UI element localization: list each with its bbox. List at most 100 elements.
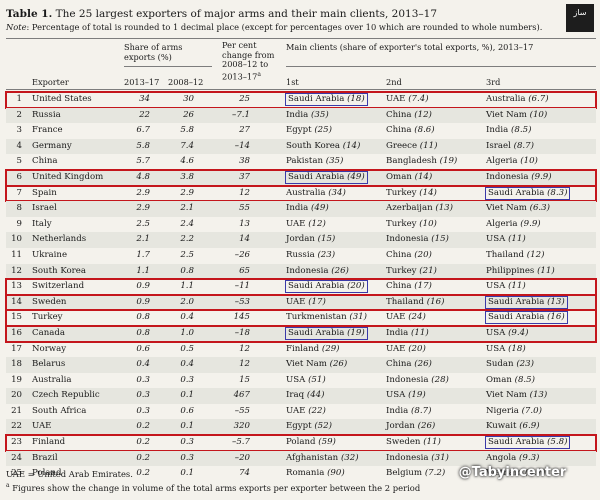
exporter-cell: South Korea bbox=[32, 265, 86, 276]
logo-text: ساز bbox=[573, 8, 587, 17]
client-name: USA bbox=[486, 327, 509, 338]
client-name: Algeria bbox=[486, 156, 521, 167]
client-1st-cell: UAE (12) bbox=[286, 217, 326, 233]
share-2013-17-cell: 2.9 bbox=[136, 187, 150, 198]
share-2008-12-cell: 2.2 bbox=[180, 234, 194, 245]
client-share: (26) bbox=[331, 265, 349, 276]
client-share: (8.7) bbox=[513, 140, 534, 151]
client-name: China bbox=[386, 125, 415, 136]
client-share: (31) bbox=[431, 452, 449, 463]
client-share: (52) bbox=[314, 421, 332, 432]
rank-cell: 22 bbox=[11, 421, 22, 432]
client-share: (14) bbox=[414, 171, 433, 182]
change-cell: –5.7 bbox=[232, 437, 250, 448]
client-share: (20) bbox=[347, 281, 365, 292]
client-share: (7.2) bbox=[424, 468, 446, 479]
client-share: (25) bbox=[314, 125, 332, 136]
client-share: (5.8) bbox=[547, 437, 568, 448]
exporter-cell: Israel bbox=[32, 203, 57, 214]
rank-cell: 7 bbox=[16, 187, 22, 198]
footnote-abbrev: UAE = United Arab Emirates. bbox=[6, 469, 133, 479]
share-2013-17-cell: 0.2 bbox=[136, 421, 150, 432]
exporter-cell: Czech Republic bbox=[32, 390, 100, 401]
rank-cell: 21 bbox=[11, 405, 22, 416]
rank-cell: 8 bbox=[16, 203, 22, 214]
rank-cell: 19 bbox=[11, 374, 22, 385]
client-1st-cell: Saudi Arabia (49) bbox=[285, 170, 368, 184]
client-3rd-cell: Angola (9.3) bbox=[486, 451, 539, 467]
rank-cell: 9 bbox=[16, 218, 22, 229]
share-2013-17-cell: 34 bbox=[139, 94, 150, 104]
change-header: Per cent change from 2008–12 to 2013–17a bbox=[222, 40, 288, 82]
client-name: Belgium bbox=[386, 468, 425, 479]
change-cell: 320 bbox=[233, 421, 250, 432]
exporter-cell: Italy bbox=[32, 218, 52, 229]
client-name: UAE bbox=[286, 218, 309, 229]
client-name: China bbox=[386, 249, 415, 260]
client-3rd-cell: USA (9.4) bbox=[486, 326, 528, 342]
client-share: (21) bbox=[419, 265, 437, 276]
client-name: UAE bbox=[386, 312, 409, 323]
change-cell: 145 bbox=[233, 312, 250, 323]
table-row: 23 Finland 0.2 0.3 –5.7 Poland (59) Sweden (11… bbox=[5, 434, 597, 452]
table-title-text: The 25 largest exporters of major arms a… bbox=[55, 8, 438, 20]
client-share: (24) bbox=[408, 312, 426, 323]
client-name: Finland bbox=[286, 343, 322, 354]
table-row: 22 UAE 0.2 0.1 320 Egypt (52) Jordan (26) Kuwai… bbox=[6, 419, 596, 436]
client-name: South Korea bbox=[286, 140, 343, 151]
client-share: (15) bbox=[317, 234, 336, 245]
rank-cell: 13 bbox=[11, 281, 22, 292]
client-share: (10) bbox=[529, 109, 548, 120]
client-1st-cell: India (35) bbox=[286, 108, 329, 124]
client-2nd-cell: Belgium (7.2) bbox=[386, 466, 445, 482]
client-share: (26) bbox=[417, 421, 436, 432]
change-cell: –18 bbox=[234, 327, 250, 338]
share-2008-12-cell: 0.5 bbox=[180, 343, 194, 354]
client-share: (18) bbox=[347, 94, 365, 104]
client-1st-cell: Turkmenistan (31) bbox=[286, 310, 367, 326]
exporter-cell: Germany bbox=[32, 140, 72, 151]
client-share: (59) bbox=[318, 437, 336, 448]
client-share: (8.6) bbox=[414, 125, 435, 136]
client-1st-cell: Romania (90) bbox=[286, 466, 345, 482]
client-share: (6.7) bbox=[528, 94, 549, 104]
watermark: @Tabyincenter bbox=[458, 465, 567, 480]
client-share: (0.7) bbox=[524, 468, 546, 479]
client-share: (23) bbox=[516, 359, 534, 370]
client-name: India bbox=[286, 203, 312, 214]
share-2013-17-cell: 22 bbox=[139, 109, 150, 120]
client-name: Saudi Arabia bbox=[288, 281, 348, 292]
rank-cell: 11 bbox=[11, 249, 22, 260]
client-name: China bbox=[386, 109, 415, 120]
client-name: Saudi Arabia bbox=[288, 171, 348, 182]
rank-cell: 20 bbox=[11, 390, 22, 401]
client-share: (19) bbox=[408, 390, 426, 401]
share-2008-12-cell: 2.5 bbox=[180, 249, 194, 260]
rank-cell: 3 bbox=[16, 125, 22, 136]
share-2008-12-cell: 1.0 bbox=[180, 327, 194, 338]
client-name: Egypt bbox=[286, 125, 315, 136]
rank-cell: 25 bbox=[11, 468, 22, 479]
client-3rd-cell: Saudi Arabia (13) bbox=[485, 295, 568, 309]
client-3rd-cell: Australia (6.7) bbox=[486, 92, 549, 108]
client-1st-cell: Viet Nam (26) bbox=[286, 357, 347, 373]
table-row: 8 Israel 2.9 2.1 55 India (49) Azerbaijan (13)… bbox=[6, 201, 596, 217]
client-3rd-cell: Saudi Arabia (16) bbox=[485, 311, 568, 325]
share-2013-17-cell: 0.2 bbox=[136, 437, 150, 448]
change-cell: 37 bbox=[239, 171, 250, 182]
client-1st-cell: Russia (23) bbox=[286, 248, 335, 264]
table-row: 4 Germany 5.8 7.4 –14 South Korea (14) Greece … bbox=[6, 138, 596, 155]
share-year-1: 2013–17 bbox=[124, 77, 160, 87]
client-name: India bbox=[386, 405, 412, 416]
client-3rd-cell: Sudan (23) bbox=[486, 357, 534, 373]
client-name: Viet Nam bbox=[486, 109, 530, 120]
client-1st-cell: India (49) bbox=[286, 201, 329, 217]
table-row: 14 Sweden 0.9 2.0 –53 UAE (17) Thailand (16) Sa… bbox=[5, 293, 597, 312]
client-share: (15) bbox=[431, 234, 449, 245]
share-2013-17-cell: 0.2 bbox=[136, 468, 150, 479]
change-cell: –26 bbox=[234, 249, 250, 260]
client-name: Indonesia bbox=[386, 234, 432, 245]
table-row: 2 Russia 22 26 –7.1 India (35) China (12) Viet … bbox=[6, 107, 596, 124]
client-2nd-cell: Oman (14) bbox=[386, 170, 432, 186]
